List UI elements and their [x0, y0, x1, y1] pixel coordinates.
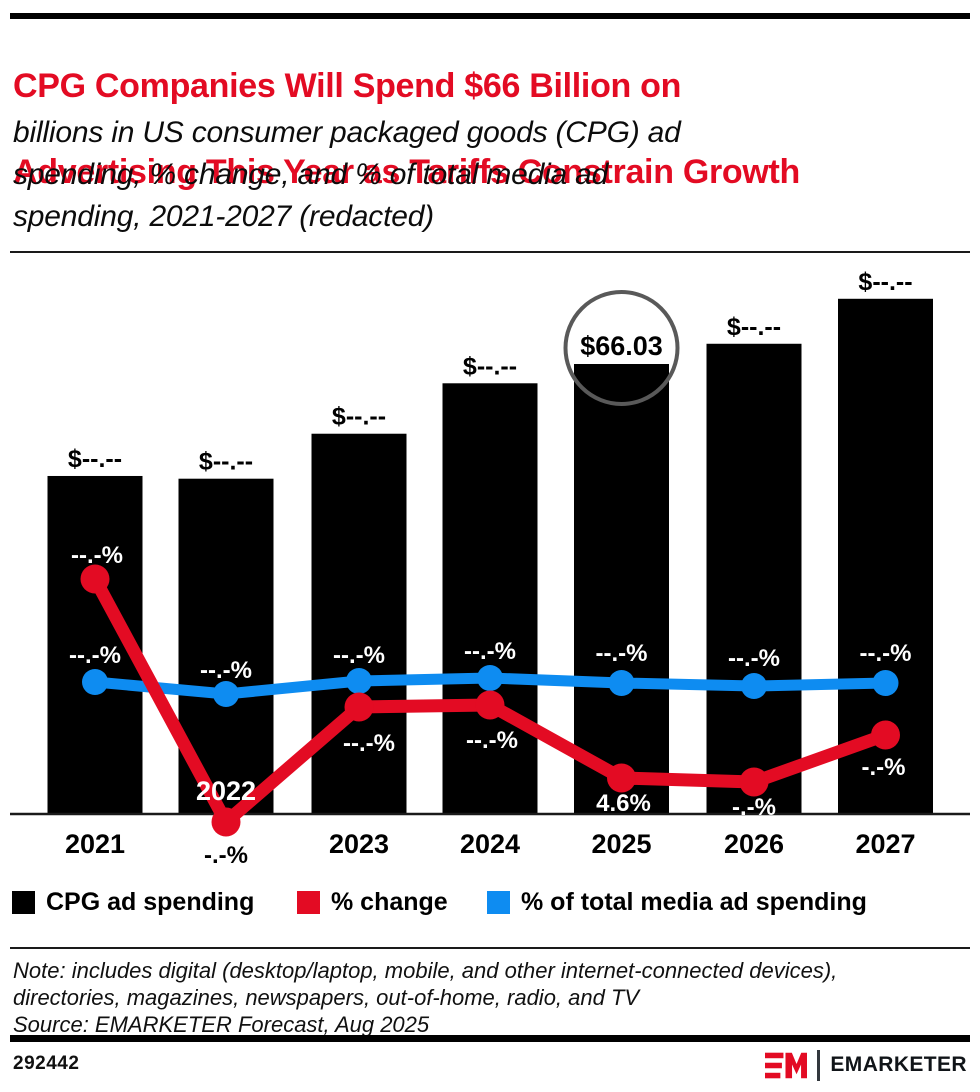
note-line-1: Note: includes digital (desktop/laptop, … [13, 958, 838, 983]
point-pct-change-2027 [871, 720, 900, 750]
point-pct-change-2026 [739, 767, 769, 797]
bottom-accent-bar [10, 1035, 970, 1042]
bar-label-2027: $--.-- [858, 268, 912, 296]
bar-2023 [311, 433, 407, 814]
legend-item-pct-change: % change [297, 888, 448, 916]
legend: CPG ad spending % change % of total medi… [0, 888, 980, 917]
legend-item-cpg-ad-spending: CPG ad spending [12, 888, 255, 916]
value-label-pct-total-media-2027: --.-% [860, 640, 912, 667]
chart-subtitle: billions in US consumer packaged goods (… [13, 112, 963, 238]
note-line-2: directories, magazines, newspapers, out-… [13, 985, 640, 1010]
top-accent-bar [10, 13, 970, 19]
highlight-circle-2025 [563, 290, 680, 406]
legend-label-pct-change: % change [331, 888, 448, 916]
value-label-pct-change-2024: --.-% [466, 727, 518, 754]
footnotes: Note: includes digital (desktop/laptop, … [13, 957, 963, 1038]
point-pct-total-media-2027 [872, 670, 899, 696]
source-line: Source: EMARKETER Forecast, Aug 2025 [13, 1012, 430, 1037]
point-pct-change-2022 [211, 807, 241, 837]
bar-label-2023: $--.-- [332, 403, 386, 431]
value-label-pct-total-media-2025: --.-% [596, 640, 648, 667]
point-pct-total-media-2022 [213, 681, 239, 707]
value-label-pct-total-media-2022: --.-% [200, 657, 252, 684]
bar-2025 [574, 364, 669, 814]
title-line-2: Advertising This Year as Tariffs Constra… [13, 153, 801, 191]
value-label-pct-change-2027: -.-% [862, 754, 906, 781]
emarketer-logo-text: EMARKETER [830, 1053, 967, 1076]
legend-swatch-red [297, 891, 320, 914]
header-divider [10, 251, 970, 253]
bar-2026 [706, 343, 802, 814]
bar-label-2024: $--.-- [463, 352, 517, 380]
point-pct-total-media-2024 [477, 665, 503, 691]
legend-swatch-blue [487, 891, 510, 914]
footer-divider [10, 947, 970, 949]
point-pct-total-media-2025 [608, 670, 635, 696]
x-tick-2021: 2021 [65, 829, 125, 859]
x-tick-2024: 2024 [460, 829, 520, 859]
value-label-pct-change-2022: -.-% [204, 842, 248, 869]
bar-label-2025: $66.03 [580, 331, 663, 361]
logo-divider [817, 1049, 821, 1081]
value-label-pct-change-2026: -.-% [732, 794, 776, 821]
point-pct-change-2025 [607, 763, 636, 793]
point-pct-change-2024 [475, 690, 505, 720]
subtitle-line-3: spending, 2021-2027 (redacted) [13, 200, 434, 233]
value-label-pct-total-media-2021: --.-% [69, 642, 121, 669]
x-tick-2023: 2023 [329, 829, 389, 859]
legend-label-pct-total-media: % of total media ad spending [521, 888, 867, 916]
point-pct-total-media-2026 [741, 673, 767, 699]
x-tick-2022-inset: 2022 [196, 776, 256, 806]
bar-label-2022: $--.-- [199, 448, 253, 476]
subtitle-line-1: billions in US consumer packaged goods (… [13, 116, 681, 149]
value-label-pct-change-2025: 4.6% [596, 790, 651, 817]
value-label-pct-total-media-2024: --.-% [464, 638, 516, 665]
emarketer-logo-mark-icon [765, 1052, 808, 1078]
point-pct-change-2021 [80, 564, 110, 594]
x-tick-2027: 2027 [855, 829, 915, 859]
point-pct-total-media-2023 [346, 668, 372, 694]
x-tick-2025: 2025 [591, 829, 651, 859]
value-label-pct-total-media-2023: --.-% [333, 642, 385, 669]
title-line-1: CPG Companies Will Spend $66 Billion on [13, 67, 682, 105]
legend-label-cpg: CPG ad spending [46, 888, 255, 916]
x-tick-2026: 2026 [724, 829, 784, 859]
value-label-pct-change-2023: --.-% [343, 730, 395, 757]
chart-id: 292442 [13, 1053, 80, 1074]
legend-swatch-black [12, 891, 35, 914]
legend-item-pct-total-media: % of total media ad spending [487, 888, 867, 916]
emarketer-logo: EMARKETER [765, 1049, 967, 1081]
subtitle-line-2: spending, % change, and % of total media… [13, 158, 609, 191]
point-pct-change-2023 [344, 692, 374, 722]
value-label-pct-total-media-2026: --.-% [728, 645, 780, 672]
point-pct-total-media-2021 [82, 669, 108, 695]
value-label-pct-change-2021: --.-% [71, 542, 123, 569]
page-title: CPG Companies Will Spend $66 Billion on … [13, 22, 963, 194]
bar-label-2021: $--.-- [68, 445, 122, 473]
bar-label-2026: $--.-- [727, 313, 781, 341]
bar-2024 [442, 383, 538, 814]
